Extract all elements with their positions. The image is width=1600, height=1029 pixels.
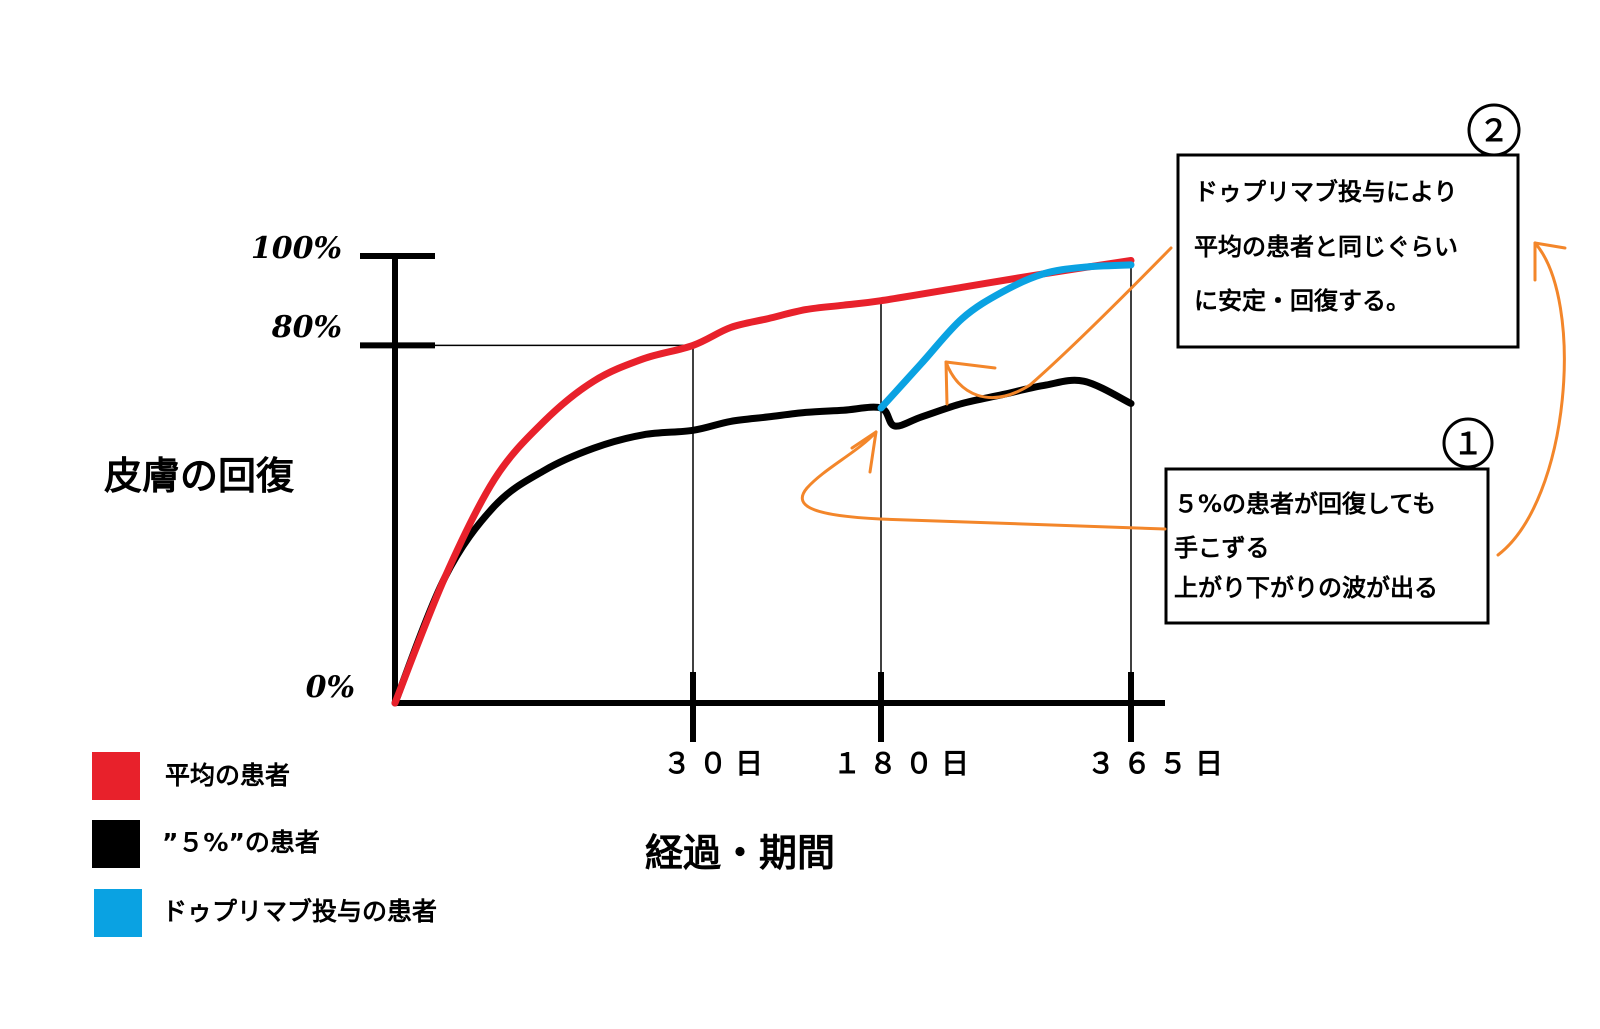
annotation-2-line-3: に安定・回復する。 [1194, 287, 1410, 315]
annotation-1-line-1: ５%の患者が回復しても [1174, 490, 1436, 518]
callout-arrow-between-notes-head [1533, 241, 1567, 282]
annotation-1-number: １ [1453, 427, 1483, 462]
y-tick-label-0: 0% [306, 670, 355, 705]
annotation-2-line-2: 平均の患者と同じぐらい [1194, 233, 1458, 261]
series-line-five-percent [391, 376, 1135, 707]
legend-swatch-blue [94, 889, 142, 937]
callout-arrow-to-black-curve-head [850, 430, 878, 474]
axes [360, 253, 1165, 742]
x-tick-label-30: ３０日 [663, 747, 771, 780]
y-tick-label-80: 80% [271, 310, 342, 345]
y-tick-label-100: 100% [251, 231, 342, 266]
legend-swatch-black [92, 820, 140, 868]
x-axis-title: 経過・期間 [645, 831, 835, 875]
series-layer [391, 257, 1135, 707]
legend-label-five-percent: ”５%”の患者 [162, 828, 320, 857]
annotation-2-number: ２ [1479, 114, 1509, 149]
annotation-2: ２ ドゥプリマブ投与により 平均の患者と同じぐらい に安定・回復する。 [1176, 103, 1521, 349]
guide-lines [395, 260, 1132, 703]
annotation-1-line-3: 上がり下がりの波が出る [1174, 574, 1438, 602]
annotation-2-line-1: ドゥプリマブ投与により [1194, 178, 1458, 206]
callout-arrow-to-blue-curve [944, 246, 1173, 399]
annotation-1-line-2: 手こずる [1174, 534, 1270, 562]
series-line-dupilumab [877, 261, 1135, 412]
legend-label-average: 平均の患者 [165, 761, 290, 790]
callout-arrows [800, 241, 1567, 557]
y-axis-title: 皮膚の回復 [104, 454, 295, 498]
annotation-1-box [1164, 467, 1490, 625]
annotation-1-number-circle [1442, 417, 1494, 469]
series-line-average [391, 257, 1135, 707]
x-tick-label-365: ３６５日 [1087, 747, 1231, 780]
callout-arrow-to-blue-curve-head [944, 360, 997, 406]
callout-arrow-to-black-curve [800, 430, 1167, 531]
x-tick-label-180: １８０日 [833, 747, 977, 780]
legend: 平均の患者 ”５%”の患者 ドゥプリマブ投与の患者 [92, 752, 437, 937]
annotation-1: １ ５%の患者が回復しても 手こずる 上がり下がりの波が出る [1164, 417, 1494, 625]
legend-swatch-red [92, 752, 140, 800]
legend-label-dupilumab: ドゥプリマブ投与の患者 [162, 897, 437, 926]
annotation-2-box [1176, 153, 1520, 349]
callout-arrow-between-notes [1496, 241, 1566, 557]
